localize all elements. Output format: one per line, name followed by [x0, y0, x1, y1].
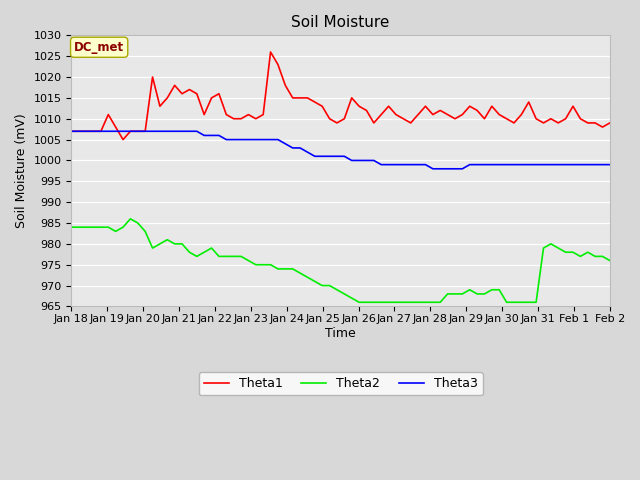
Theta1	[606, 120, 614, 126]
Text: DC_met: DC_met	[74, 41, 124, 54]
Theta1	[378, 112, 385, 118]
Legend: Theta1, Theta2, Theta3: Theta1, Theta2, Theta3	[198, 372, 483, 396]
Theta3	[178, 128, 186, 134]
X-axis label: Time: Time	[325, 327, 356, 340]
Y-axis label: Soil Moisture (mV): Soil Moisture (mV)	[15, 113, 28, 228]
Theta1	[267, 49, 275, 55]
Theta1	[569, 103, 577, 109]
Theta3	[606, 162, 614, 168]
Line: Theta3: Theta3	[72, 131, 610, 169]
Theta2	[378, 300, 385, 305]
Theta2	[355, 300, 363, 305]
Theta2	[186, 249, 193, 255]
Theta3	[244, 137, 252, 143]
Theta2	[252, 262, 260, 268]
Theta3	[68, 128, 76, 134]
Theta1	[68, 128, 76, 134]
Theta2	[569, 249, 577, 255]
Theta1	[186, 87, 193, 93]
Theta1	[119, 137, 127, 143]
Theta3	[562, 162, 570, 168]
Theta1	[252, 116, 260, 121]
Theta3	[429, 166, 436, 172]
Theta3	[363, 157, 371, 163]
Title: Soil Moisture: Soil Moisture	[291, 15, 390, 30]
Theta1	[193, 91, 201, 96]
Theta3	[186, 128, 193, 134]
Theta2	[385, 300, 392, 305]
Line: Theta2: Theta2	[72, 219, 610, 302]
Line: Theta1: Theta1	[72, 52, 610, 140]
Theta2	[127, 216, 134, 222]
Theta1	[385, 103, 392, 109]
Theta2	[68, 224, 76, 230]
Theta2	[193, 253, 201, 259]
Theta2	[606, 258, 614, 264]
Theta3	[370, 157, 378, 163]
